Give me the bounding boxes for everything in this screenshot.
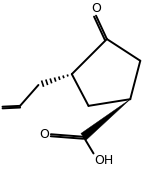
Polygon shape bbox=[81, 99, 130, 140]
Text: O: O bbox=[40, 128, 50, 141]
Text: OH: OH bbox=[94, 154, 113, 167]
Text: O: O bbox=[91, 3, 101, 16]
